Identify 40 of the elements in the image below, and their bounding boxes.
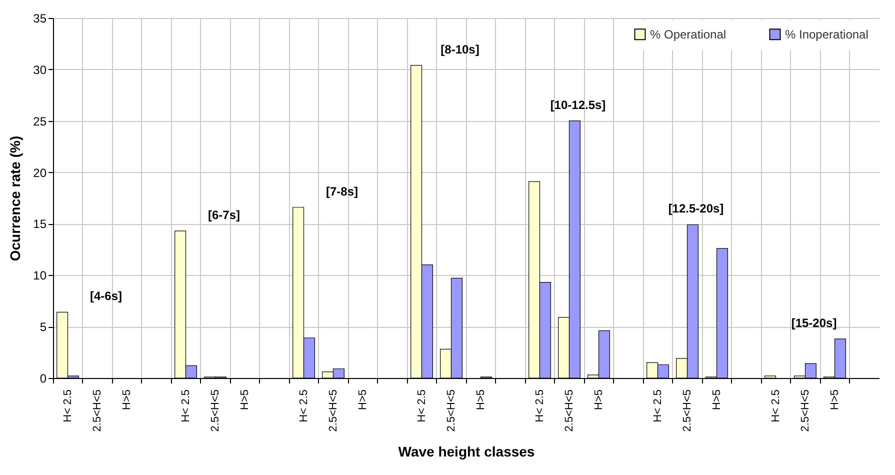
- x-tick-label: 2.5<H<5: [799, 390, 812, 432]
- x-tick-label: H>5: [474, 390, 487, 410]
- y-tick-label: 20: [33, 166, 47, 180]
- annotation: [8-10s]: [440, 42, 480, 56]
- x-tick-label: H>5: [356, 390, 369, 410]
- y-tick-label: 5: [40, 320, 47, 334]
- x-tick-label: H>5: [238, 390, 251, 410]
- x-tick-label: 2.5<H<5: [327, 390, 340, 432]
- x-tick-label: H< 2.5: [62, 390, 74, 422]
- y-tick-label: 30: [33, 62, 47, 77]
- annotation: [10-12.5s]: [550, 98, 606, 112]
- x-tick-label: H< 2.5: [416, 390, 428, 422]
- x-tick-label: H< 2.5: [770, 390, 782, 422]
- x-tick-label: H>5: [120, 390, 133, 410]
- annotation: [4-6s]: [90, 289, 122, 304]
- x-tick-label: 2.5<H<5: [209, 390, 222, 432]
- y-axis-title: Ocurrence rate (%): [7, 136, 24, 262]
- x-tick-label: 2.5<H<5: [563, 390, 576, 432]
- annotation: [15-20s]: [791, 316, 837, 330]
- legend-label: % Inoperational: [785, 27, 868, 42]
- legend-label: % Operational: [650, 27, 726, 42]
- x-tick-label: 2.5<H<5: [445, 390, 458, 432]
- x-tick-label: H< 2.5: [298, 390, 310, 422]
- x-tick-label: H>5: [710, 390, 723, 410]
- y-tick-label: 25: [33, 114, 47, 128]
- x-axis-title: Wave height classes: [398, 444, 535, 460]
- x-tick-label: H< 2.5: [534, 390, 546, 422]
- x-tick-label: 2.5<H<5: [681, 390, 694, 432]
- x-tick-label: H>5: [828, 390, 841, 410]
- y-tick-label: 0: [40, 372, 47, 386]
- x-tick-label: 2.5<H<5: [91, 390, 104, 432]
- y-tick-label: 10: [33, 268, 47, 283]
- x-tick-label: H< 2.5: [180, 390, 192, 422]
- annotation: [7-8s]: [326, 184, 358, 198]
- annotation: [12.5-20s]: [668, 202, 724, 216]
- x-tick-label: H>5: [592, 390, 605, 410]
- annotation: [6-7s]: [208, 208, 240, 222]
- y-tick-label: 15: [33, 217, 47, 232]
- x-tick-label: H< 2.5: [652, 390, 664, 422]
- y-tick-label: 35: [33, 12, 47, 26]
